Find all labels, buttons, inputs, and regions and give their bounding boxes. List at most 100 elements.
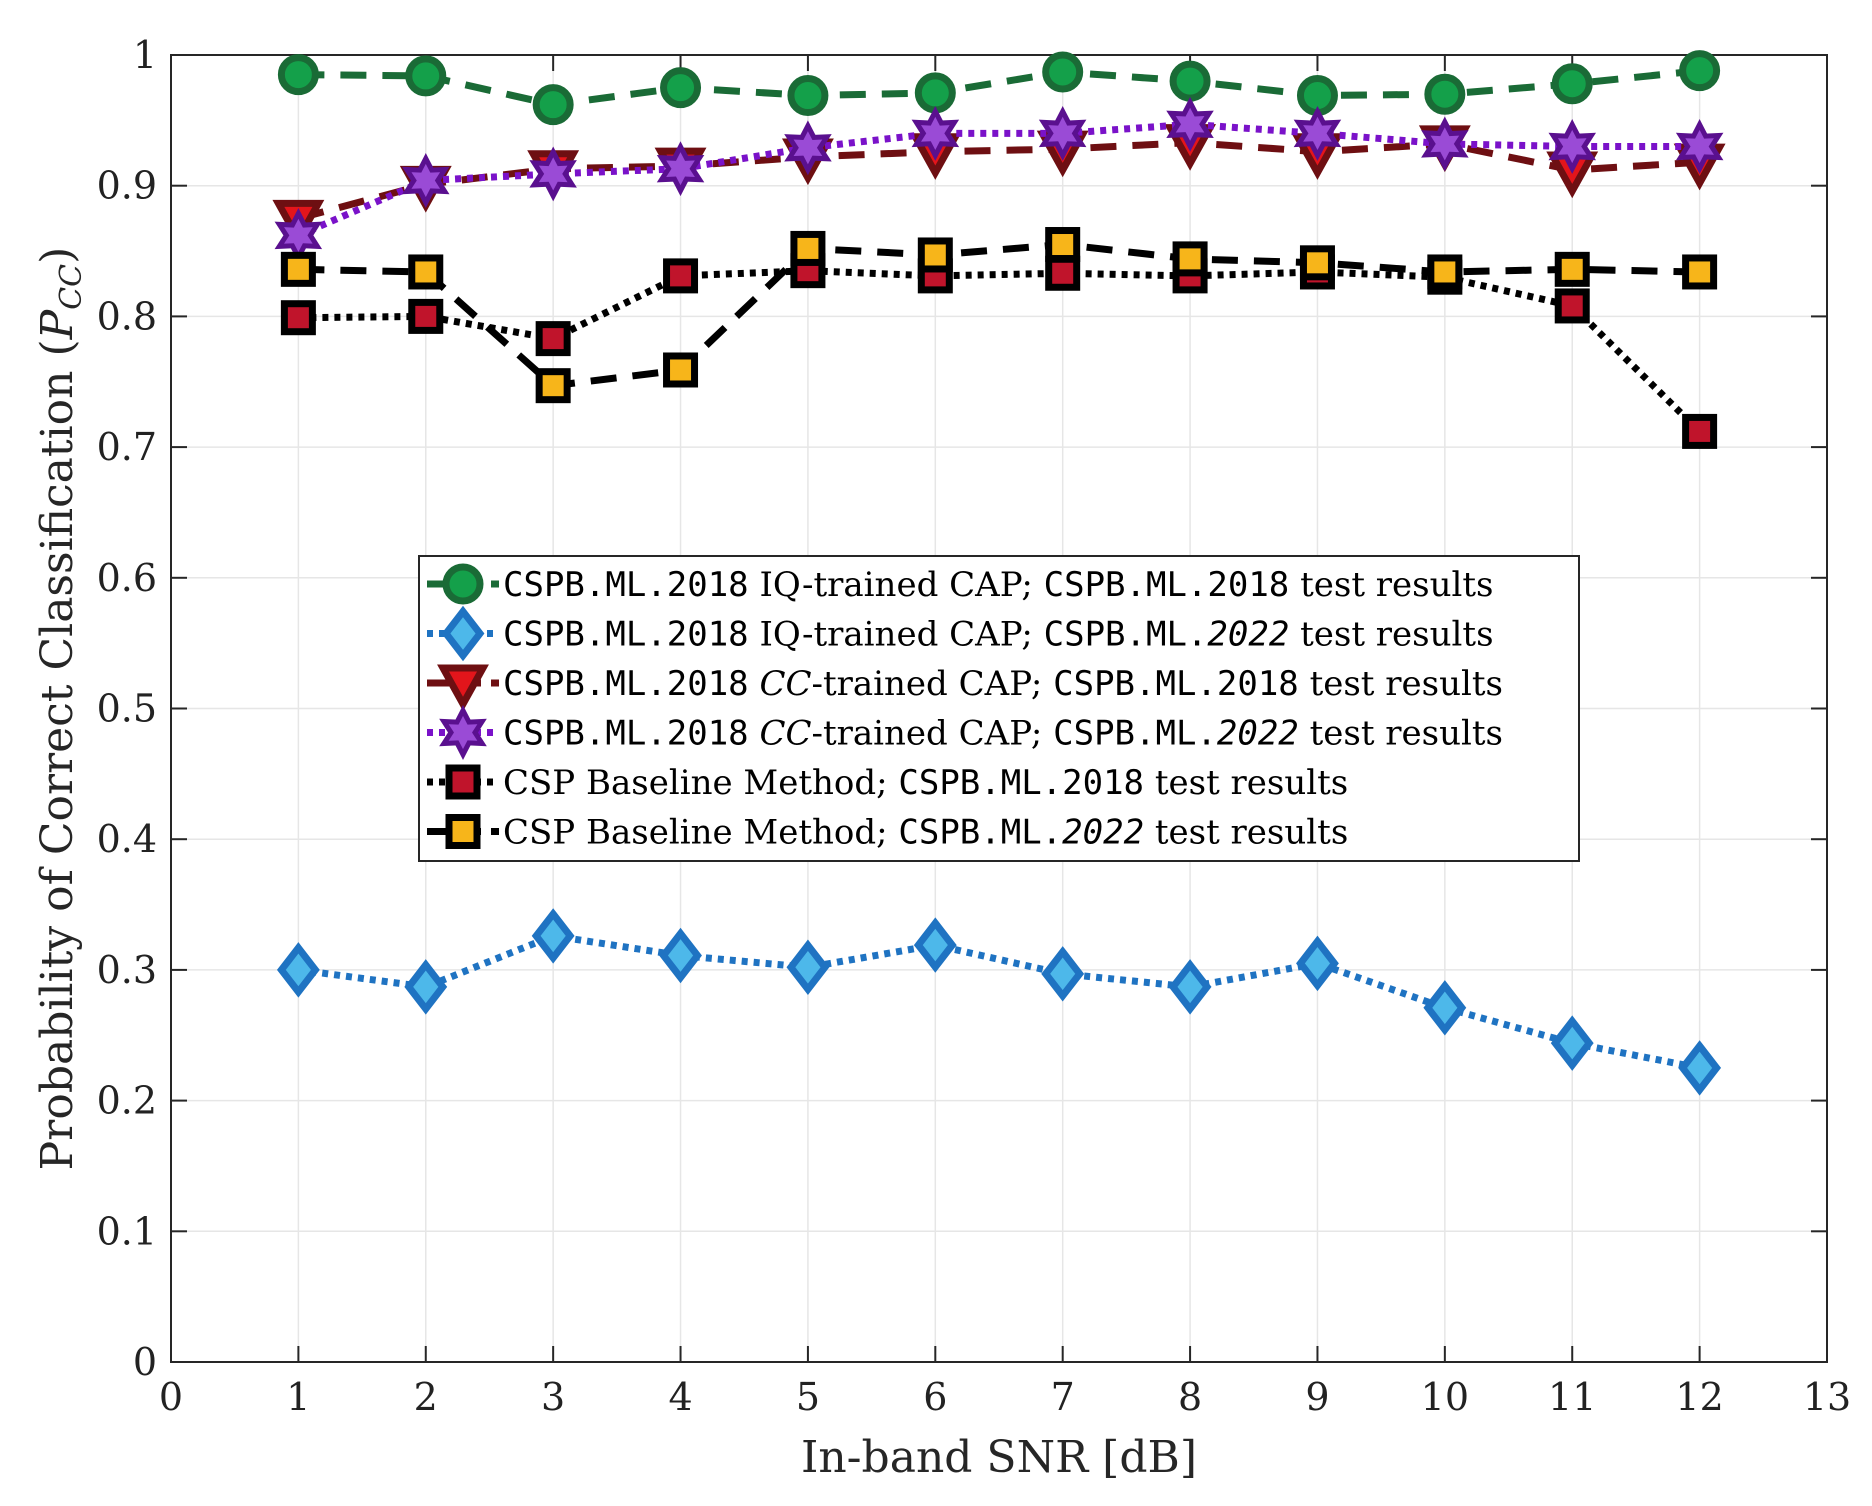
- data-point: [1169, 60, 1211, 102]
- data-point: [280, 300, 316, 336]
- legend-label: CSPB.ML.2018 CC-trained CAP; CSPB.ML.202…: [503, 714, 1503, 754]
- x-tick-label: 13: [1803, 1375, 1851, 1419]
- data-point: [1293, 105, 1342, 161]
- x-tick-label: 8: [1178, 1375, 1202, 1419]
- data-point: [1554, 288, 1590, 324]
- data-point: [1554, 251, 1590, 287]
- data-point: [1172, 241, 1208, 277]
- y-axis-title-subscript: CC: [54, 264, 89, 310]
- legend-label: CSPB.ML.2018 IQ-trained CAP; CSPB.ML.201…: [503, 565, 1494, 605]
- legend-marker: [441, 605, 485, 662]
- x-axis-title: In-band SNR [dB]: [801, 1432, 1197, 1483]
- data-point: [663, 258, 699, 294]
- y-tick-label: 0.6: [97, 556, 157, 600]
- y-axis-title: Probability of Correct Classification (P…: [32, 247, 89, 1171]
- data-point: [1041, 946, 1085, 1002]
- data-point: [404, 959, 448, 1015]
- data-point: [408, 254, 444, 290]
- data-point: [1551, 63, 1593, 105]
- data-point: [660, 67, 702, 109]
- data-point: [1042, 51, 1084, 93]
- legend-marker: [442, 563, 484, 605]
- legend-entry-3: CSPB.ML.2018 CC-trained CAP; CSPB.ML.202…: [427, 705, 1503, 760]
- legend: CSPB.ML.2018 IQ-trained CAP; CSPB.ML.201…: [418, 555, 1580, 862]
- x-tick-label: 4: [668, 1375, 692, 1419]
- data-point: [1166, 96, 1214, 152]
- data-point: [656, 141, 705, 197]
- data-point: [786, 939, 830, 996]
- x-tick-label: 6: [923, 1375, 947, 1419]
- data-point: [1424, 73, 1466, 115]
- data-point: [1679, 50, 1721, 92]
- x-tick-label: 1: [286, 1375, 310, 1419]
- series-1: [276, 908, 1722, 1096]
- x-tick-label: 9: [1305, 1375, 1329, 1419]
- y-tick-label: 0.5: [97, 687, 157, 731]
- x-tick-label: 0: [159, 1375, 183, 1419]
- ticks: 0 1 2 3 4 5 6 7 8 9 10 11 12 1300.10.20.30.40.50.60.7…: [97, 33, 1852, 1419]
- legend-entry-1: CSPB.ML.2018 IQ-trained CAP; CSPB.ML.202…: [427, 605, 1494, 662]
- x-tick-label: 11: [1548, 1375, 1596, 1419]
- y-tick-label: 0.4: [97, 817, 157, 861]
- legend-entry-0: CSPB.ML.2018 IQ-trained CAP; CSPB.ML.201…: [427, 563, 1494, 605]
- x-tick-label: 5: [796, 1375, 820, 1419]
- data-point: [1548, 119, 1597, 174]
- data-point: [277, 54, 319, 96]
- data-point: [408, 298, 444, 334]
- data-point: [535, 368, 571, 404]
- data-point: [913, 917, 957, 973]
- data-point: [1299, 245, 1335, 281]
- data-point: [1045, 227, 1081, 263]
- data-point: [1550, 1015, 1594, 1071]
- data-point: [1678, 1040, 1722, 1096]
- x-tick-label: 10: [1421, 1375, 1469, 1419]
- y-tick-label: 0.1: [97, 1209, 157, 1253]
- y-tick-label: 0.8: [97, 294, 157, 338]
- y-tick-label: 1: [133, 33, 157, 77]
- data-point: [659, 927, 702, 984]
- y-tick-label: 0: [133, 1340, 157, 1384]
- data-point: [535, 321, 571, 357]
- x-tick-label: 3: [541, 1375, 565, 1419]
- legend-entry-4: CSP Baseline Method; CSPB.ML.2018 test r…: [427, 763, 1348, 803]
- x-tick-label: 7: [1051, 1375, 1075, 1419]
- legend-label: CSPB.ML.2018 IQ-trained CAP; CSPB.ML.202…: [503, 615, 1494, 655]
- legend-marker: [437, 664, 489, 712]
- data-point: [787, 75, 829, 117]
- data-point: [663, 352, 699, 388]
- y-tick-label: 0.7: [97, 425, 157, 469]
- legend-marker: [445, 814, 481, 849]
- data-point: [532, 84, 574, 126]
- y-tick-label: 0.3: [97, 948, 157, 992]
- data-point: [1423, 980, 1467, 1036]
- data-point: [280, 251, 316, 287]
- y-tick-label: 0.9: [97, 164, 157, 208]
- data-point: [1682, 254, 1718, 290]
- data-point: [911, 105, 960, 161]
- y-tick-label: 0.2: [97, 1079, 157, 1123]
- data-point: [401, 153, 450, 208]
- legend-label: CSPB.ML.2018 CC-trained CAP; CSPB.ML.201…: [503, 664, 1503, 704]
- data-point: [529, 146, 577, 202]
- data-point: [276, 942, 320, 998]
- data-point: [1296, 935, 1339, 992]
- data-point: [1427, 254, 1463, 290]
- data-point: [1675, 119, 1724, 174]
- legend-marker: [445, 764, 481, 800]
- x-tick-label: 2: [414, 1375, 438, 1419]
- legend-label: CSP Baseline Method; CSPB.ML.2018 test r…: [503, 763, 1348, 803]
- data-point: [1682, 413, 1718, 449]
- y-axis-title-close: ): [32, 247, 83, 264]
- legend-label: CSP Baseline Method; CSPB.ML.2022 test r…: [503, 813, 1348, 853]
- data-point: [1168, 959, 1212, 1015]
- data-point: [531, 908, 575, 964]
- data-point: [784, 120, 832, 176]
- data-point: [1045, 255, 1081, 291]
- series-line-3: [297, 120, 1700, 239]
- series-5: [280, 227, 1718, 404]
- series-layer: [272, 50, 1726, 1096]
- series-line-1: [297, 932, 1701, 1072]
- x-tick-label: 12: [1675, 1375, 1723, 1419]
- legend-marker: [439, 705, 487, 760]
- y-axis-title-text: Probability of Correct Classification (: [32, 339, 83, 1170]
